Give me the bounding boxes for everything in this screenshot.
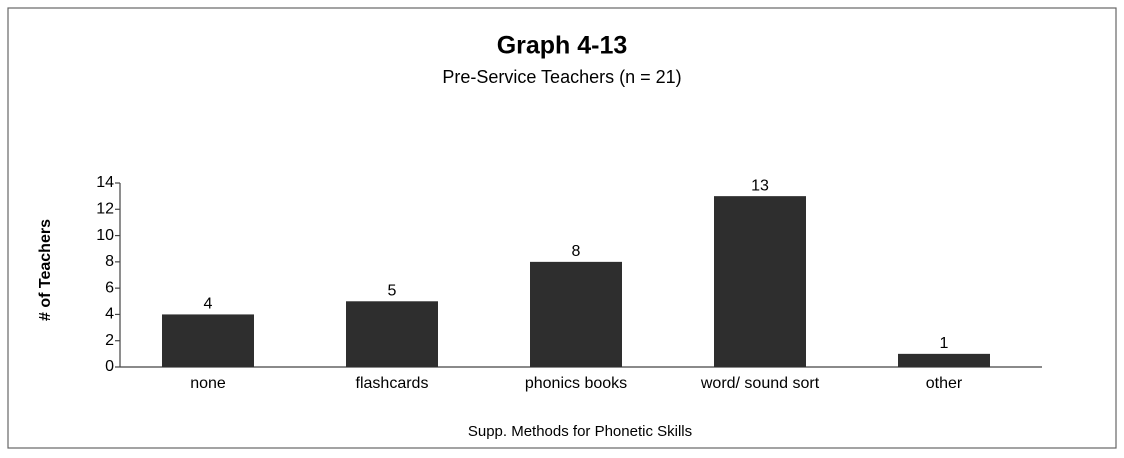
y-tick-label: 14 xyxy=(96,174,114,191)
x-tick-label: none xyxy=(190,375,226,392)
y-tick-label: 12 xyxy=(96,201,114,218)
data-label: 1 xyxy=(940,335,949,352)
x-tick-label: phonics books xyxy=(525,375,627,392)
y-tick-label: 2 xyxy=(105,332,114,349)
x-tick-label: word/ sound sort xyxy=(700,375,820,392)
data-label: 4 xyxy=(204,296,213,313)
data-label: 5 xyxy=(388,283,397,300)
x-tick-label: flashcards xyxy=(356,375,429,392)
data-label: 13 xyxy=(751,177,769,194)
chart-subtitle: Pre-Service Teachers (n = 21) xyxy=(442,67,681,87)
data-label: 8 xyxy=(572,243,581,260)
frame xyxy=(7,7,1117,449)
y-tick-label: 0 xyxy=(105,358,114,375)
chart-title: Graph 4-13 xyxy=(497,32,628,60)
bar xyxy=(346,301,438,367)
x-axis-label: Supp. Methods for Phonetic Skills xyxy=(468,423,692,440)
y-tick-label: 8 xyxy=(105,253,114,270)
y-tick-label: 4 xyxy=(105,306,114,323)
y-axis-label: # of Teachers xyxy=(37,219,54,321)
bar xyxy=(714,196,806,367)
bar xyxy=(898,353,990,367)
y-tick-label: 10 xyxy=(96,227,114,244)
bar xyxy=(530,261,622,367)
x-tick-label: other xyxy=(926,375,963,392)
bar xyxy=(162,314,254,367)
y-tick-label: 6 xyxy=(105,279,114,296)
